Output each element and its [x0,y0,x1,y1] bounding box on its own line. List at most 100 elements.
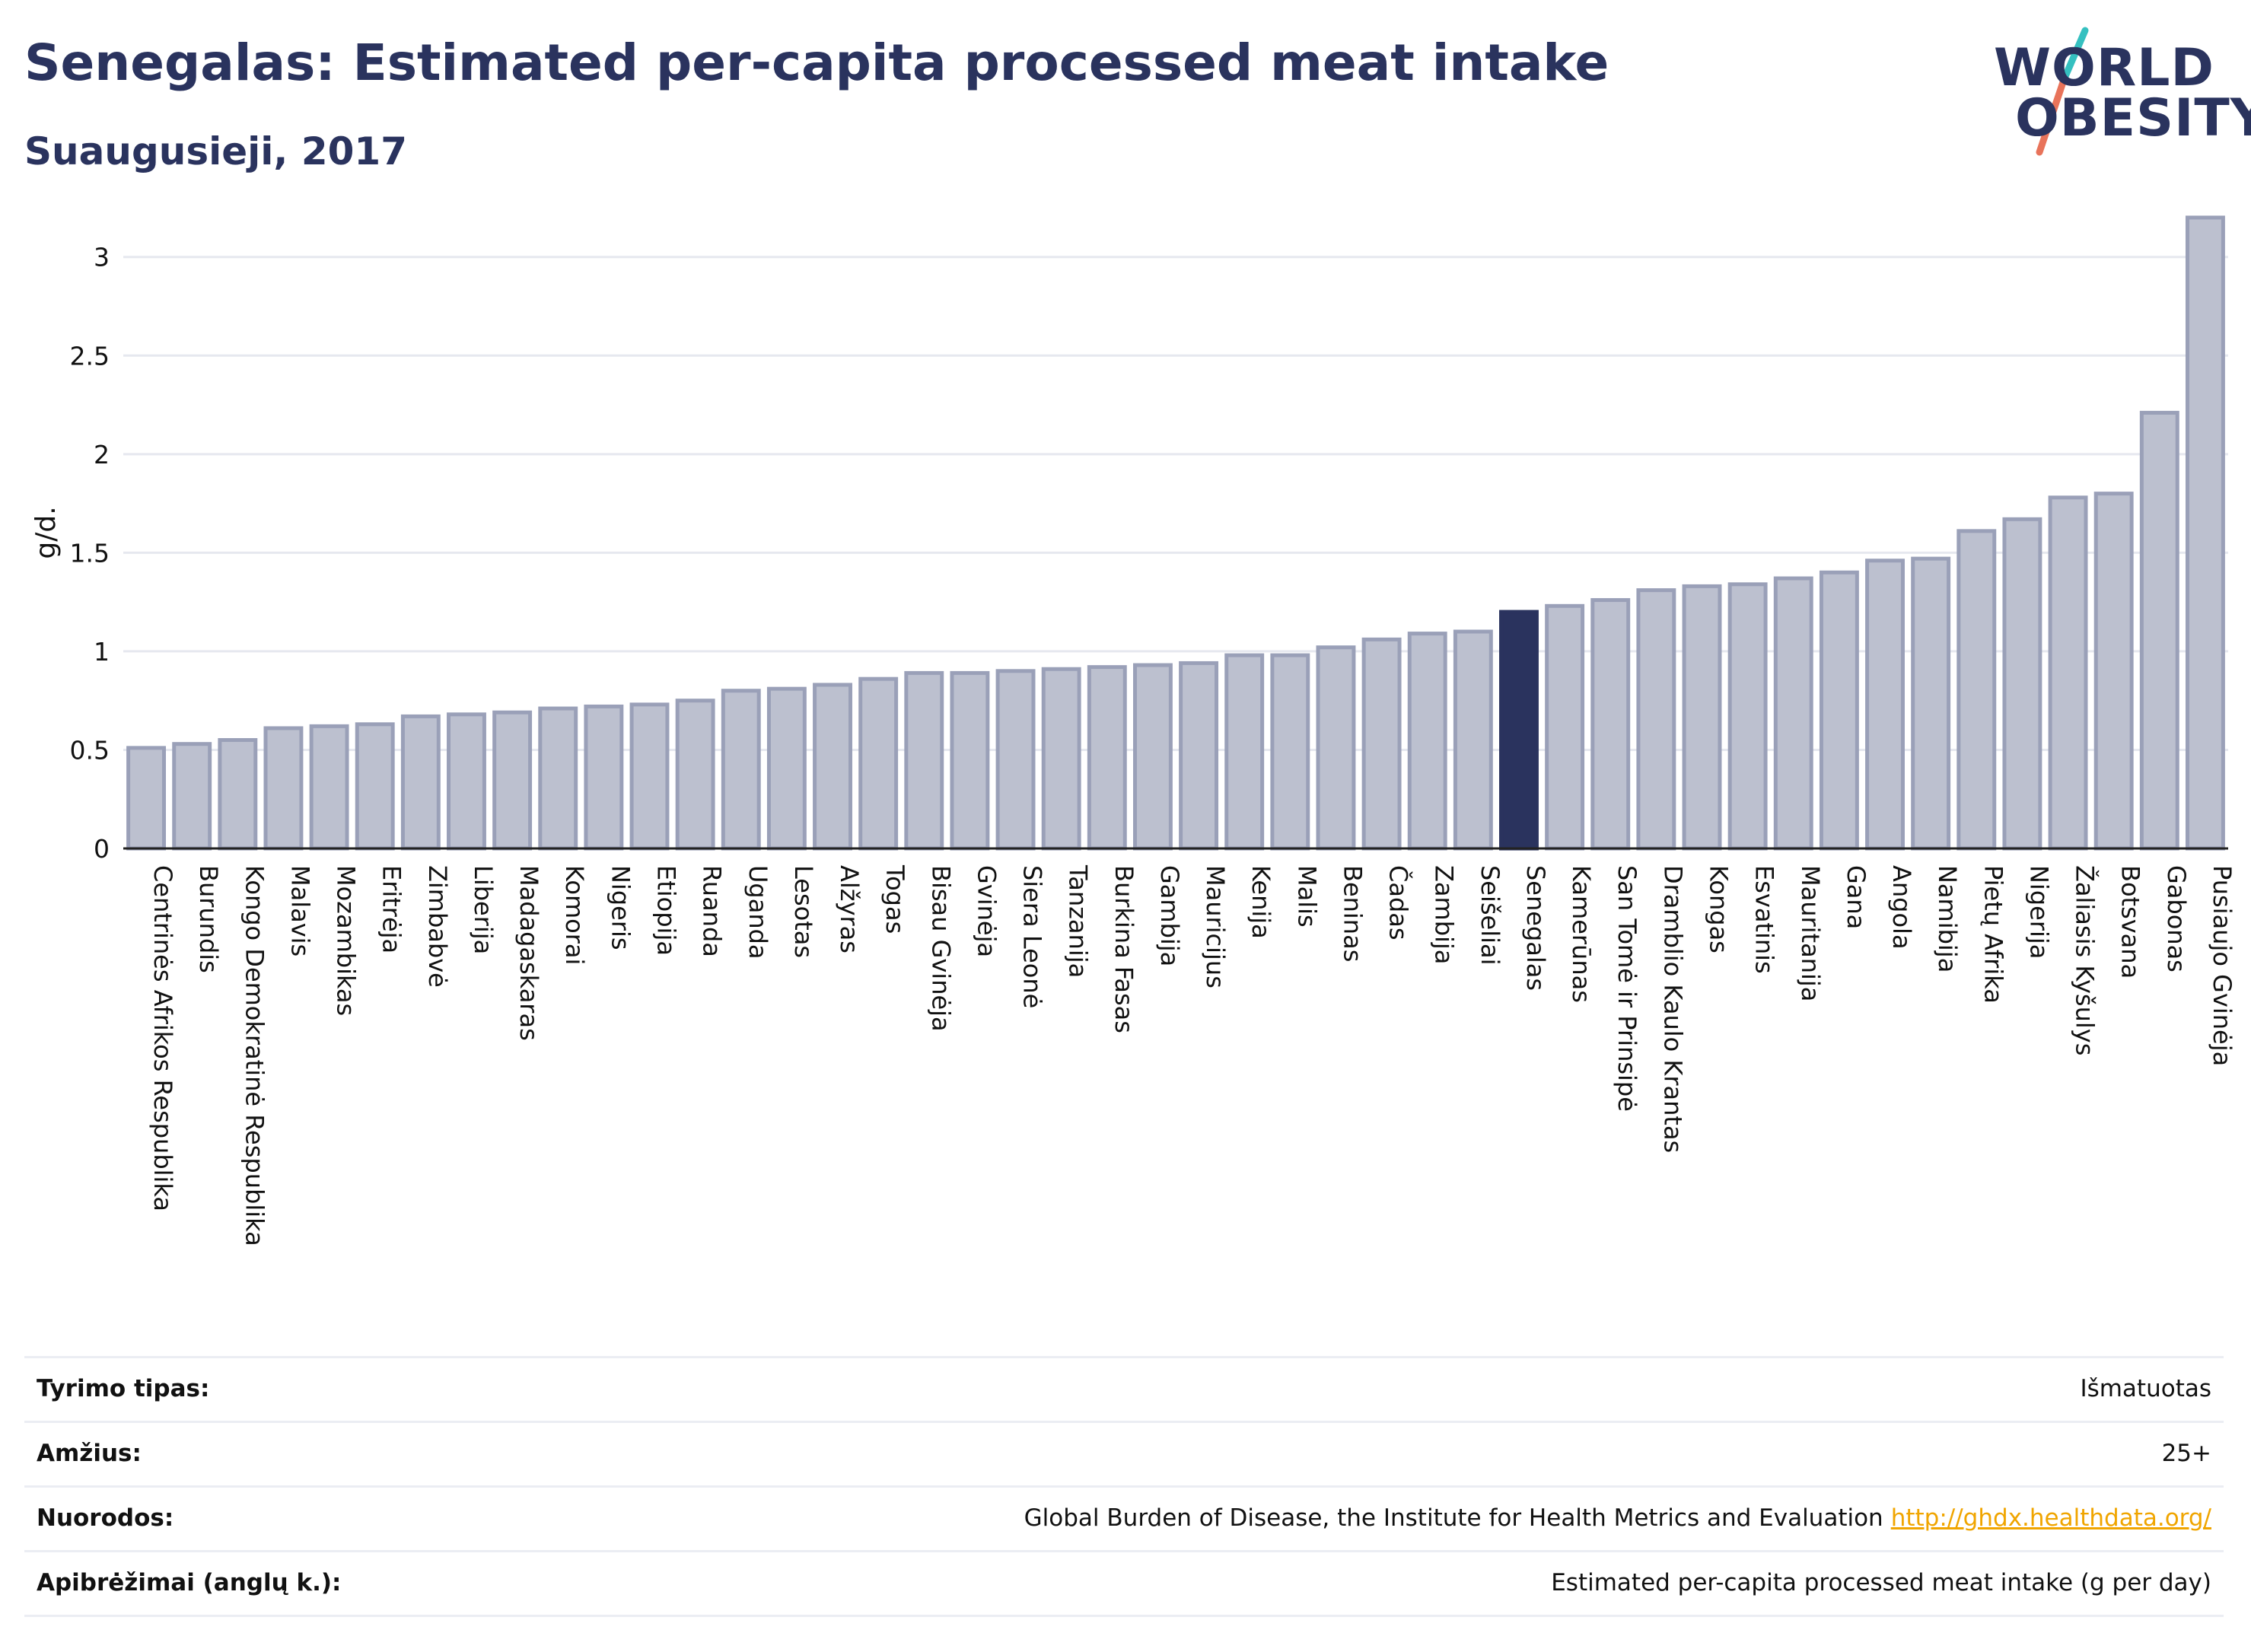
bar [584,704,624,851]
bar [1682,584,1722,851]
bar [1636,588,1676,851]
y-tick-label: 2.5 [70,341,110,371]
bar [263,726,304,851]
info-key: Tyrimo tipas: [37,1375,210,1402]
bar [492,710,533,851]
bar-chart: 0 0.5 1 1.5 2 2.5 3 g/d. Centrinės Afrikos Respu… [30,215,2237,1246]
x-tick-label: Kongo Demokratinė Respublika [240,865,269,1246]
info-row-age: Amžius: 25+ [24,1421,2224,1485]
bar [309,724,349,851]
x-tick-label: Bisau Gvinėja [926,865,955,1032]
x-tick-label: Madagaskaras [514,865,543,1041]
bar [538,706,578,851]
x-tick-label: Namibija [1933,865,1962,972]
reference-link[interactable]: http://ghdx.healthdata.org/ [1890,1504,2211,1532]
x-tick-label: Eritrėja [377,865,406,953]
bar [675,699,715,851]
bar [2048,495,2088,851]
x-tick-label: Uganda [743,865,772,960]
x-tick-label: Togas [880,864,909,934]
bar [355,722,395,851]
bar [2139,410,2179,851]
bar [172,742,212,851]
y-tick-label: 1 [94,637,110,667]
bar [1316,645,1356,851]
x-tick-label: San Tomė ir Prinsipė [1613,865,1641,1112]
bar [950,670,990,851]
y-tick-label: 2 [94,440,110,469]
x-tick-label: Dramblio Kaulo Krantas [1658,865,1687,1153]
logo-text-obesity: OBESITY [2015,88,2251,148]
x-tick-label: Ruanda [698,865,727,957]
x-tick-label: Zimbabvė [423,865,452,988]
bar [2002,517,2042,851]
x-tick-label: Angola [1887,865,1916,950]
world-obesity-logo[interactable]: WORLD OBESITY [1979,23,2251,160]
y-tick-label: 3 [94,243,110,272]
x-tick-label: Mauritanija [1796,865,1825,1001]
x-tick-label: Komorai [560,865,589,965]
info-value: Global Burden of Disease, the Institute … [1024,1504,1883,1532]
x-tick-label: Čadas [1384,865,1414,941]
x-tick-label: Gana [1842,865,1871,929]
x-tick-label: Mozambikas [332,865,361,1016]
bar [1361,637,1402,851]
x-tick-label: Siera Leonė [1018,865,1047,1008]
x-tick-label: Burundis [194,865,223,973]
y-tick-label: 1.5 [70,538,110,568]
bar [218,738,258,851]
bar [1865,559,1905,851]
x-tick-label: Burkina Fasas [1110,865,1138,1033]
info-row-definitions: Apibrėžimai (anglų k.): Estimated per-ca… [24,1550,2224,1617]
x-tick-label: Gabonas [2162,865,2191,972]
bar [400,714,441,851]
y-axis-label: g/d. [30,506,62,559]
x-tick-label: Žaliasis Kyšulys [2071,865,2100,1055]
bar [1224,653,1265,851]
x-tick-label: Esvatinis [1750,865,1779,974]
info-row-references: Nuorodos: Global Burden of Disease, the … [24,1485,2224,1550]
x-tick-label: Kamerūnas [1567,865,1596,1003]
x-tick-label: Beninas [1338,865,1367,962]
info-value-group: Global Burden of Disease, the Institute … [1024,1504,2211,1532]
x-tick-label: Etiopija [652,865,681,956]
logo-text-world: WORLD [1994,38,2214,98]
x-tick-label: Lesotas [789,865,818,958]
bar [766,686,807,851]
chart-title: Senegalas: Estimated per-capita processe… [24,33,1609,92]
bar [1773,576,1813,851]
x-tick-label: Kenija [1246,865,1275,939]
x-tick-label: Kongas [1705,865,1734,953]
x-tick-label: Nigeris [606,865,635,950]
x-tick-label: Zambija [1430,865,1459,964]
x-tick-label: Pusiaujo Gvinėja [2208,865,2237,1066]
x-tick-label: Liberija [469,865,498,954]
logo-slash-icon [2036,27,2089,156]
bar [1590,598,1631,851]
info-value: 25+ [2161,1440,2211,1467]
x-tick-label: Alžyras [835,865,864,953]
bar [904,670,944,851]
info-value: Estimated per-capita processed meat inta… [1551,1569,2211,1596]
x-tick-label: Botsvana [2116,865,2145,979]
bar [1545,603,1585,851]
bar [1179,660,1219,851]
x-tick-label: Nigerija [2024,865,2053,959]
info-key: Amžius: [37,1440,142,1467]
x-tick-label: Centrinės Afrikos Respublika [148,865,177,1211]
bar [1041,667,1081,851]
bar [2093,492,2134,851]
bar [1499,610,1539,851]
bar [721,689,761,851]
info-row-survey-type: Tyrimo tipas: Išmatuotas [24,1356,2224,1421]
x-tick-label: Gambija [1155,865,1184,966]
info-value: Išmatuotas [2080,1375,2211,1402]
bar [126,746,167,851]
bar [1407,632,1447,851]
bar [447,712,486,851]
x-tick-label: Pietų Afrika [1979,865,2007,1004]
bar [995,669,1036,851]
bar [858,676,899,851]
bar [1819,570,1859,851]
x-tick-label: Mauricijus [1201,865,1230,988]
